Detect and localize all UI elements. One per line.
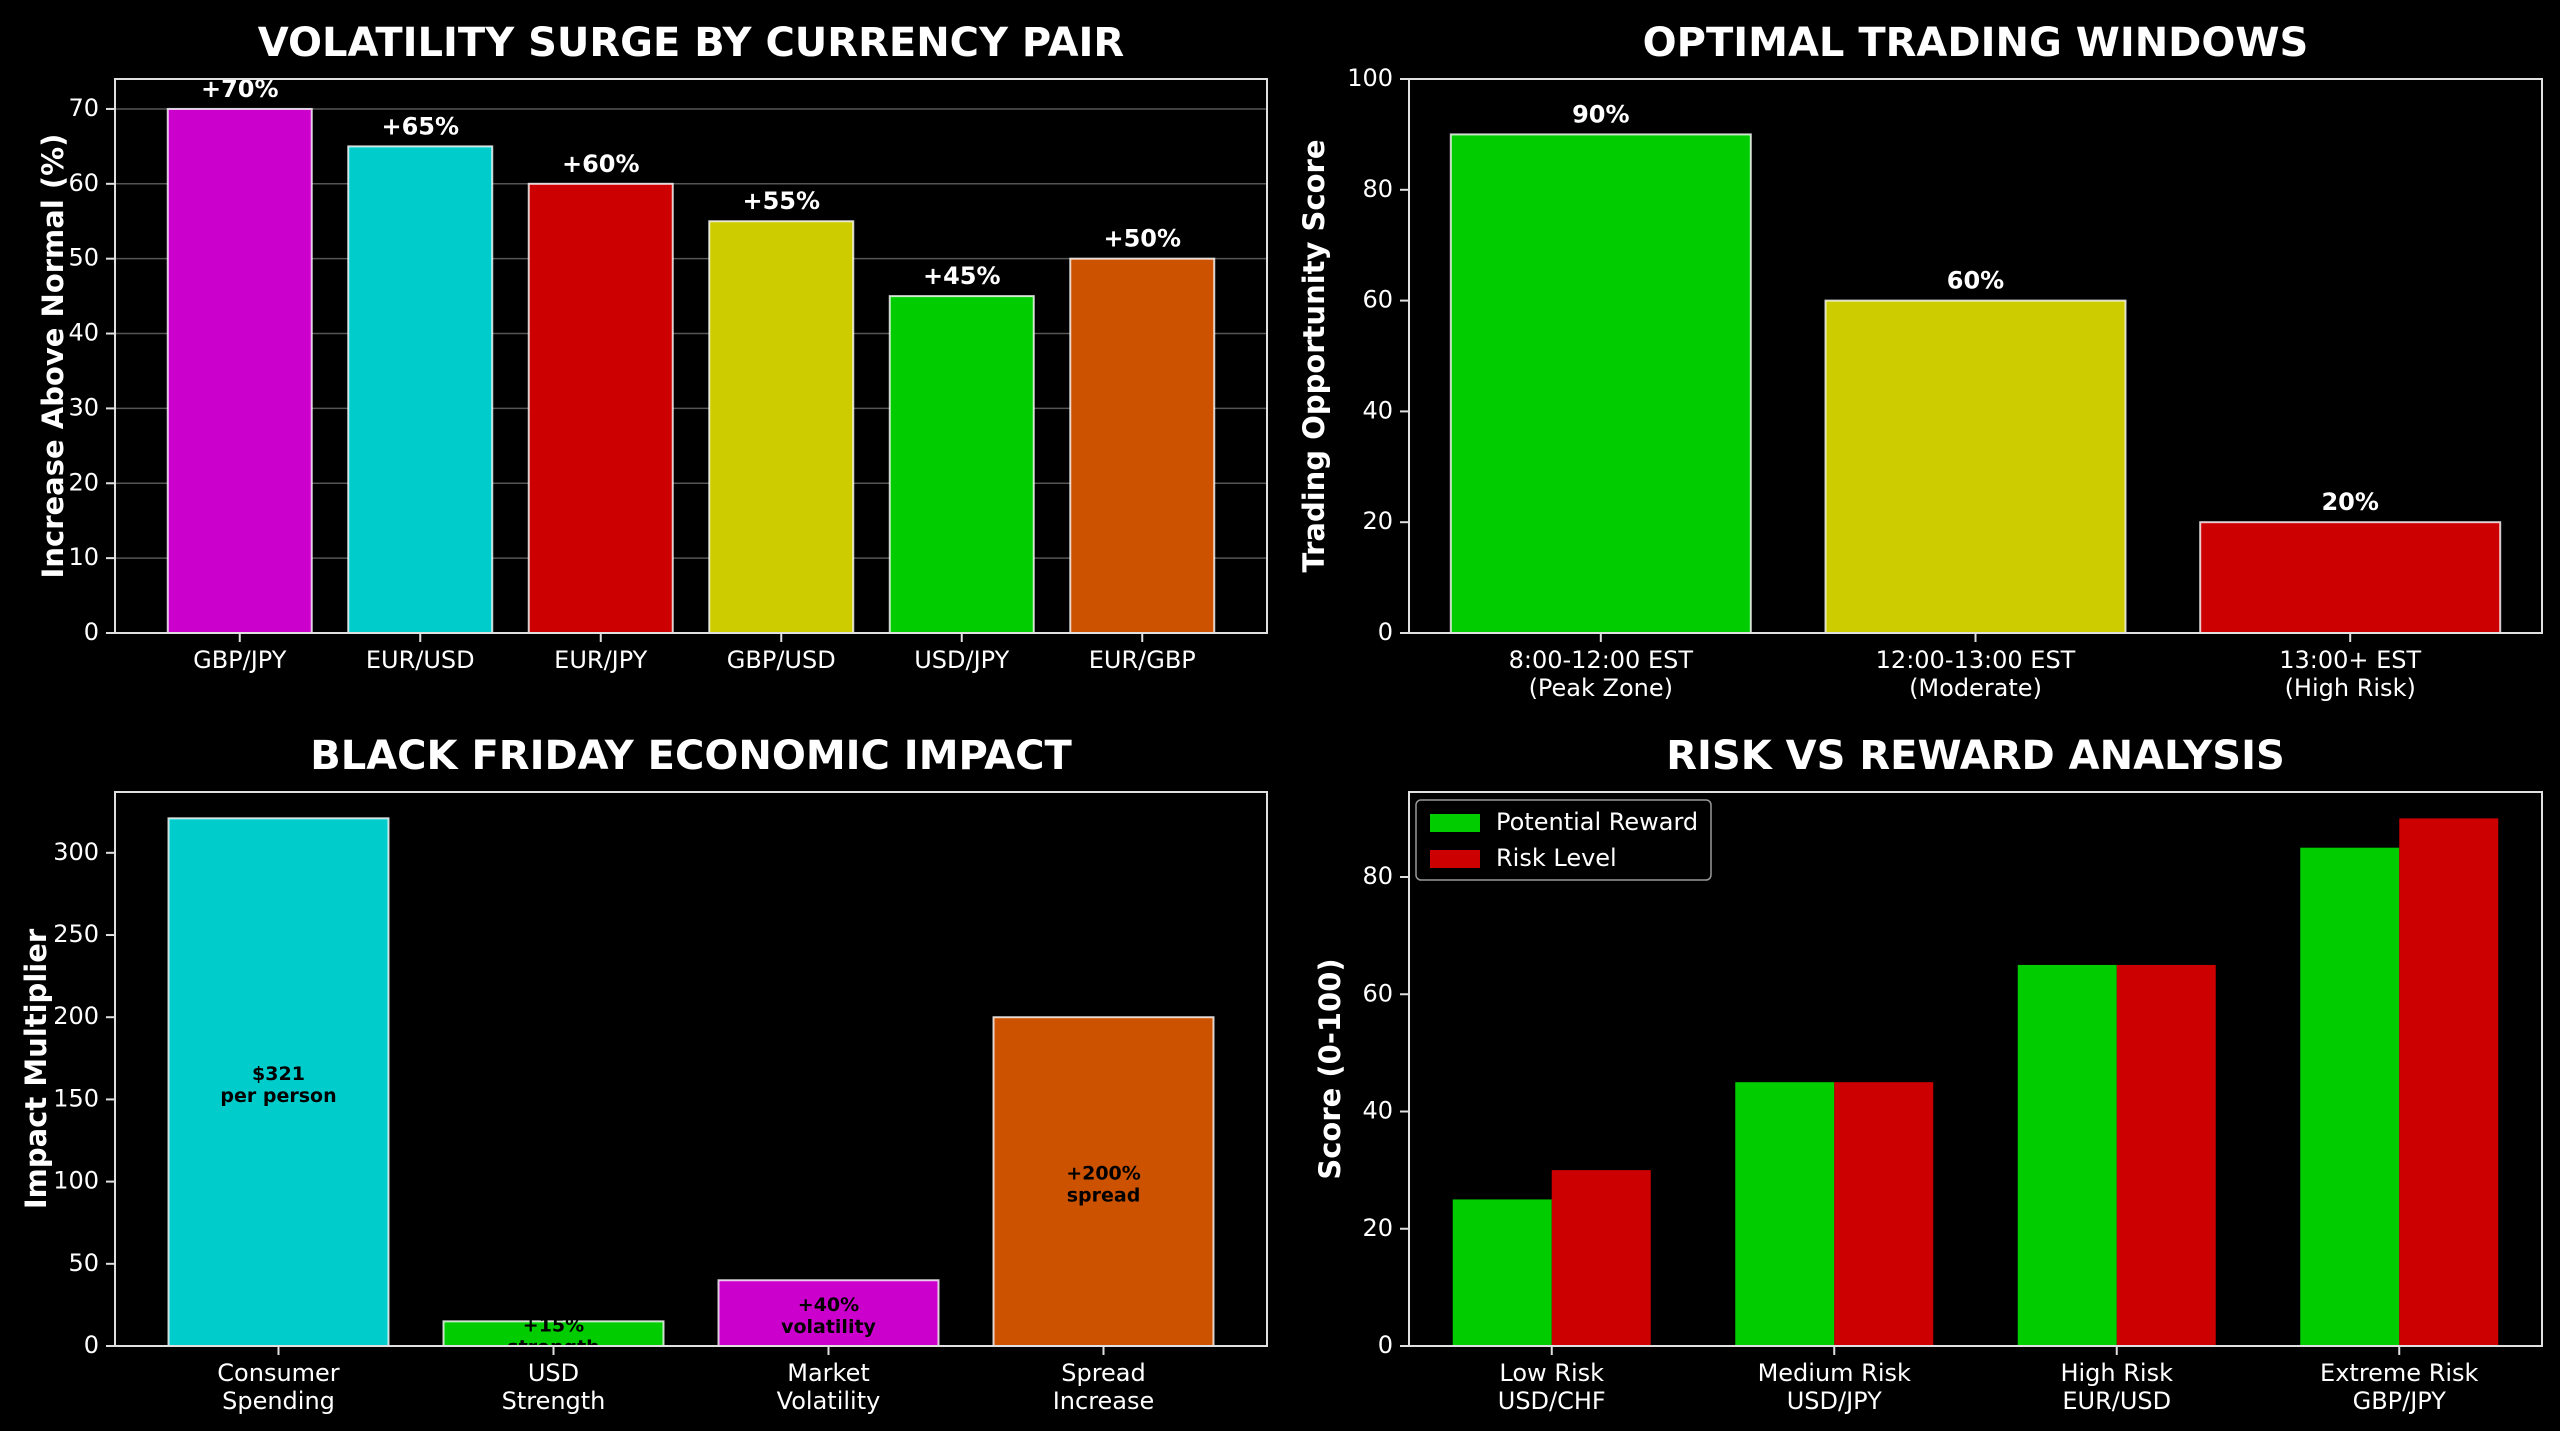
y-tick-label: 100	[1347, 64, 1393, 92]
bar	[166, 107, 313, 635]
y-tick-label: 150	[53, 1084, 99, 1112]
chart-panel-4: RISK VS REWARD ANALYSIS 0 20 40 60 80 Low Risk…	[1313, 733, 2543, 1415]
axes-frame	[114, 791, 1268, 1347]
chart-title: VOLATILITY SURGE BY CURRENCY PAIR	[258, 20, 1124, 66]
legend-swatch	[1430, 850, 1480, 868]
y-tick-label: 40	[68, 319, 99, 347]
bar-risk-level	[2116, 964, 2216, 1346]
y-tick-label: 300	[53, 838, 99, 866]
legend-swatch	[1430, 814, 1480, 832]
axes-frame	[1408, 791, 2543, 1347]
x-tick-label: EUR/USD	[366, 646, 475, 674]
y-tick-label: 100	[53, 1167, 99, 1195]
bar	[1449, 133, 1752, 634]
y-axis-label: Increase Above Normal (%)	[36, 134, 70, 579]
bar	[347, 145, 494, 634]
bar	[1824, 299, 2127, 634]
chart-panel-3: BLACK FRIDAY ECONOMIC IMPACT $321 per pers…	[19, 733, 1268, 1415]
inner-label: +200% spread	[1066, 1163, 1141, 1207]
y-tick-label: 20	[1362, 1214, 1393, 1242]
y-tick-label: 80	[1362, 175, 1393, 203]
data-label: +45%	[923, 262, 1001, 290]
y-tick-label: 70	[68, 94, 99, 122]
y-tick-label: 50	[68, 244, 99, 272]
x-tick-label: GBP/USD	[727, 646, 836, 674]
bar	[992, 1016, 1215, 1347]
x-tick-label: GBP/JPY	[193, 646, 287, 674]
data-label: 20%	[2321, 488, 2378, 516]
data-label: +60%	[562, 150, 640, 178]
y-axis-label: Trading Opportunity Score	[1297, 140, 1331, 573]
y-tick-label: 60	[1362, 979, 1393, 1007]
y-tick-label: 40	[1362, 396, 1393, 424]
bar-risk-level	[2399, 818, 2499, 1346]
bar	[167, 817, 390, 1347]
x-tick-label: Consumer Spending	[217, 1359, 340, 1415]
y-tick-label: 0	[1378, 1331, 1393, 1359]
legend: Potential Reward Risk Level	[1415, 799, 1712, 881]
chart-title: OPTIMAL TRADING WINDOWS	[1643, 20, 2309, 66]
legend-label: Risk Level	[1496, 844, 1617, 872]
bar	[1069, 257, 1216, 634]
inner-label: $321 per person	[220, 1063, 336, 1107]
data-label: +65%	[381, 112, 459, 140]
y-tick-label: 50	[68, 1249, 99, 1277]
y-tick-label: 0	[1378, 618, 1393, 646]
data-label: 60%	[1947, 267, 2004, 295]
x-tick-label: USD Strength	[502, 1359, 606, 1415]
data-label: 90%	[1572, 100, 1629, 128]
axes-frame	[114, 78, 1268, 634]
y-tick-label: 40	[1362, 1097, 1393, 1125]
bar-potential-reward	[2300, 847, 2400, 1346]
bar	[527, 182, 674, 634]
x-tick-label: EUR/GBP	[1089, 646, 1196, 674]
bar	[2199, 521, 2502, 635]
y-tick-label: 200	[53, 1002, 99, 1030]
bar-risk-level	[1834, 1082, 1934, 1346]
y-tick-label: 80	[1362, 862, 1393, 890]
x-tick-label: 12:00-13:00 EST (Moderate)	[1876, 646, 2076, 702]
x-tick-label: Medium Risk USD/JPY	[1758, 1359, 1911, 1415]
y-tick-label: 20	[68, 468, 99, 496]
chart-title: RISK VS REWARD ANALYSIS	[1666, 733, 2285, 779]
y-tick-label: 250	[53, 920, 99, 948]
bar-potential-reward	[1735, 1082, 1835, 1346]
inner-label: +40% volatility	[781, 1294, 876, 1338]
chart-panel-2: OPTIMAL TRADING WINDOWS 90% 60% 20% 0 20 40 60 8…	[1297, 20, 2543, 702]
chart-title: BLACK FRIDAY ECONOMIC IMPACT	[310, 733, 1072, 779]
x-tick-label: Market Volatility	[777, 1359, 881, 1415]
y-tick-label: 10	[68, 543, 99, 571]
x-tick-label: Spread Increase	[1053, 1359, 1155, 1415]
x-tick-label: EUR/JPY	[554, 646, 648, 674]
x-tick-label: USD/JPY	[914, 646, 1009, 674]
legend-label: Potential Reward	[1496, 808, 1698, 836]
x-tick-label: Extreme Risk GBP/JPY	[2320, 1359, 2479, 1415]
bar-potential-reward	[1452, 1199, 1552, 1346]
x-tick-label: High Risk EUR/USD	[2060, 1359, 2173, 1415]
bar-risk-level	[1551, 1170, 1651, 1346]
y-tick-label: 60	[68, 169, 99, 197]
x-tick-label: 13:00+ EST (High Risk)	[2279, 646, 2421, 702]
bar	[708, 220, 855, 634]
legend-box	[1415, 799, 1712, 881]
bar	[888, 295, 1035, 634]
y-tick-label: 20	[1362, 507, 1393, 535]
x-tick-label: 8:00-12:00 EST (Peak Zone)	[1509, 646, 1694, 702]
chart-panel-1: VOLATILITY SURGE BY CURRENCY PAIR+70%+65…	[36, 20, 1268, 674]
bar	[442, 1320, 665, 1347]
bar-potential-reward	[2017, 964, 2117, 1346]
y-tick-label: 60	[1362, 286, 1393, 314]
x-tick-label: Low Risk USD/CHF	[1498, 1359, 1606, 1415]
y-axis-label: Score (0-100)	[1313, 958, 1347, 1179]
data-label: +55%	[742, 187, 820, 215]
y-tick-label: 0	[84, 618, 99, 646]
y-tick-label: 30	[68, 393, 99, 421]
y-tick-label: 0	[84, 1331, 99, 1359]
y-axis-label: Impact Multiplier	[19, 928, 53, 1209]
data-label: +50%	[1103, 225, 1181, 253]
